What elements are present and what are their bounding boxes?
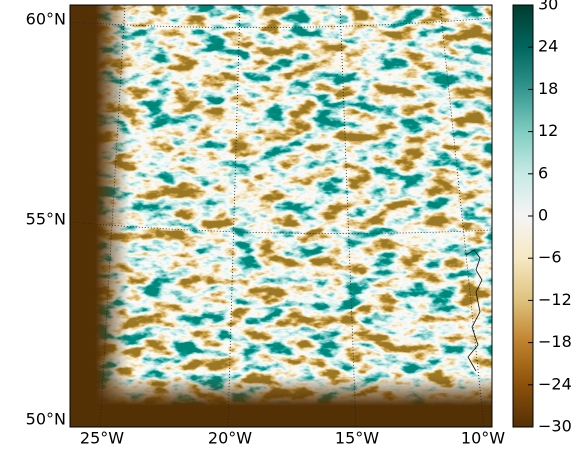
map-frame	[69, 4, 493, 428]
colorbar-tick-label: −6	[538, 248, 562, 267]
lon-label: 25°W	[80, 429, 124, 448]
colorbar-tick-label: 0	[538, 206, 548, 225]
colorbar-tick-label: 12	[538, 121, 558, 140]
lon-label: 15°W	[335, 429, 379, 448]
colorbar-tick-label: 6	[538, 163, 548, 182]
lon-label: 20°W	[208, 429, 252, 448]
colorbar-tick-label: −24	[538, 374, 572, 393]
graticule	[69, 17, 493, 29]
field	[70, 5, 492, 427]
lat-label: 55°N	[26, 210, 66, 229]
colorbar-tick-label: −30	[538, 417, 572, 436]
lat-label: 60°N	[26, 10, 66, 29]
map	[69, 4, 493, 428]
lat-label: 50°N	[26, 410, 66, 429]
field-group	[70, 5, 492, 427]
lon-label: 10°W	[461, 429, 505, 448]
colorbar-tick-label: 30	[538, 0, 558, 14]
graticule	[69, 221, 493, 234]
graticule	[339, 4, 357, 428]
coastline	[465, 249, 483, 372]
graticule	[227, 4, 241, 428]
colorbar-tick-label: −18	[538, 332, 572, 351]
colorbar-tick-label: 24	[538, 37, 558, 56]
colorbar-tick-label: 18	[538, 79, 558, 98]
colorbar-tick-label: −12	[538, 290, 572, 309]
